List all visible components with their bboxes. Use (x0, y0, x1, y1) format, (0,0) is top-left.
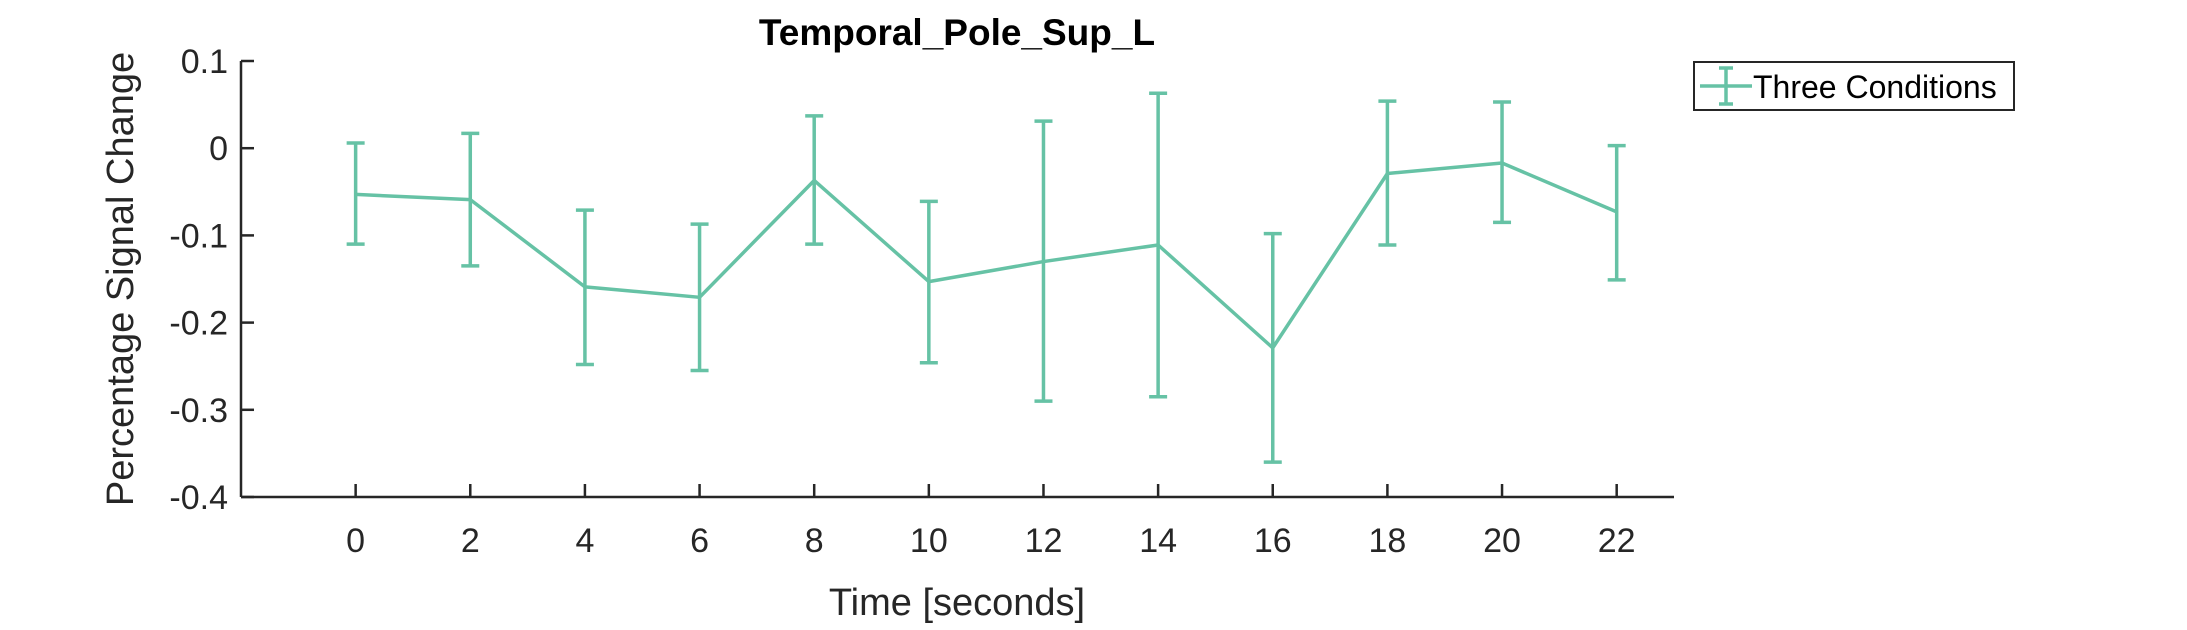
data-point (1385, 171, 1389, 175)
data-point (698, 295, 702, 299)
x-tick-label: 4 (575, 522, 594, 560)
x-tick-label: 10 (910, 522, 948, 560)
x-tick-label: 22 (1598, 522, 1636, 560)
y-axis-label: Percentage Signal Change (100, 52, 142, 506)
data-point (1041, 260, 1045, 264)
x-tick-label: 18 (1368, 522, 1406, 560)
data-point (468, 198, 472, 202)
data-point (927, 280, 931, 284)
legend: Three Conditions (1693, 61, 2015, 111)
y-tick-label: -0.2 (169, 305, 228, 343)
x-axis-ticks: 0 2 4 6 8 10 12 14 16 18 20 22 (346, 484, 1636, 560)
data-point (583, 285, 587, 289)
legend-series-label: Three Conditions (1753, 69, 1997, 105)
x-tick-label: 16 (1254, 522, 1292, 560)
data-point (1500, 161, 1504, 165)
y-axis-ticks: 0.1 0 -0.1 -0.2 -0.3 -0.4 (169, 43, 254, 517)
data-point (1271, 346, 1275, 350)
series-line (355, 161, 1618, 350)
x-tick-label: 8 (805, 522, 824, 560)
chart-title: Temporal_Pole_Sup_L (759, 12, 1155, 53)
y-tick-label: 0 (209, 130, 228, 168)
data-point (1156, 243, 1160, 247)
y-tick-label: -0.3 (169, 392, 228, 430)
plot-area (346, 91, 1626, 464)
y-tick-label: -0.1 (169, 217, 228, 255)
x-tick-label: 2 (461, 522, 480, 560)
legend-series-marker (1700, 66, 1752, 106)
x-tick-label: 20 (1483, 522, 1521, 560)
x-tick-label: 12 (1025, 522, 1063, 560)
x-tick-label: 0 (346, 522, 365, 560)
y-tick-label: 0.1 (181, 43, 228, 81)
x-tick-label: 6 (690, 522, 709, 560)
data-point (354, 192, 358, 196)
y-tick-label: -0.4 (169, 479, 228, 517)
data-point (1615, 210, 1619, 214)
x-axis-label: Time [seconds] (829, 582, 1085, 624)
x-tick-label: 14 (1139, 522, 1177, 560)
data-point (812, 178, 816, 182)
